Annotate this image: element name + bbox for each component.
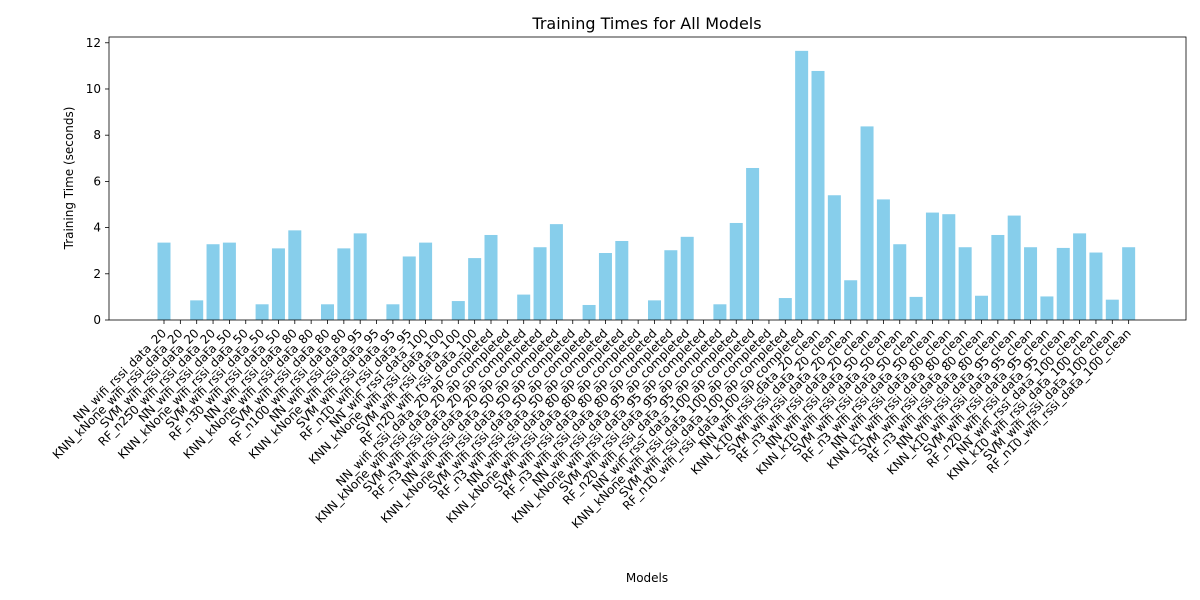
y-tick-label: 10 — [86, 82, 101, 96]
bar — [402, 256, 416, 320]
bar — [255, 304, 269, 320]
y-tick-label: 0 — [93, 313, 101, 327]
x-axis-ticks: NN_wifi_rssi_data_20KNN_kNone_wifi_rssi_… — [50, 320, 1134, 531]
bar — [680, 236, 694, 320]
y-axis-ticks: 0 2 4 6 8 10 12 — [86, 36, 109, 327]
plot-frame — [108, 36, 1187, 321]
y-axis-label: Training Time (seconds) — [62, 107, 76, 251]
bar — [909, 296, 923, 320]
bar — [533, 247, 547, 320]
bar — [975, 295, 988, 320]
bar — [484, 234, 498, 320]
y-tick-label: 8 — [93, 128, 101, 142]
bar — [1007, 215, 1021, 320]
bar — [844, 280, 858, 320]
bar — [386, 304, 400, 320]
bar — [811, 70, 825, 321]
bar — [925, 212, 939, 320]
bar — [549, 224, 563, 320]
bar — [468, 258, 482, 320]
y-tick-label: 12 — [86, 36, 101, 50]
bar — [1073, 233, 1087, 320]
chart-title: Training Times for All Models — [531, 14, 761, 33]
bar — [451, 301, 465, 320]
bar — [598, 253, 612, 320]
x-axis-label: Models — [626, 571, 668, 585]
bar — [860, 126, 874, 321]
bar — [222, 242, 236, 320]
bar — [713, 304, 727, 320]
bar — [795, 50, 809, 321]
bar — [1105, 299, 1119, 320]
bar — [190, 300, 204, 320]
y-tick-label: 6 — [93, 174, 101, 188]
bar — [991, 234, 1005, 320]
bar — [942, 214, 956, 320]
bar — [1089, 252, 1103, 320]
bar — [893, 244, 907, 320]
y-tick-label: 4 — [93, 221, 101, 235]
bars-group — [157, 50, 1136, 321]
bar — [321, 304, 334, 320]
bar — [729, 222, 743, 320]
bar — [664, 250, 678, 320]
bar — [337, 248, 351, 320]
bar — [1056, 247, 1070, 320]
bar — [353, 233, 367, 320]
bar — [648, 300, 661, 320]
bar — [746, 167, 760, 320]
y-tick-label: 2 — [93, 267, 101, 281]
bar — [271, 248, 285, 320]
bar — [419, 242, 433, 320]
bar — [288, 230, 302, 320]
bar — [1122, 247, 1136, 320]
bar — [157, 242, 171, 320]
bar — [1040, 296, 1054, 320]
bar — [206, 244, 220, 320]
bar — [827, 195, 841, 320]
bar — [778, 298, 792, 320]
bar — [876, 199, 890, 320]
bar — [958, 247, 972, 320]
bar — [1024, 247, 1038, 320]
bar — [582, 304, 596, 320]
bar — [615, 240, 629, 320]
bar — [517, 294, 531, 320]
